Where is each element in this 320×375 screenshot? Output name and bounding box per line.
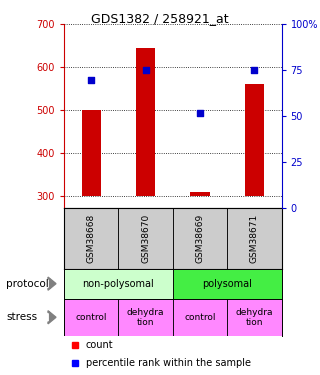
- Text: GSM38670: GSM38670: [141, 214, 150, 263]
- Text: protocol: protocol: [6, 279, 49, 289]
- Text: dehydra
tion: dehydra tion: [236, 308, 273, 327]
- Text: stress: stress: [6, 312, 37, 322]
- Bar: [64, 299, 118, 336]
- Text: GSM38668: GSM38668: [87, 214, 96, 263]
- Bar: [245, 84, 264, 196]
- Text: polysomal: polysomal: [202, 279, 252, 289]
- Text: count: count: [86, 340, 113, 350]
- Bar: [173, 209, 227, 268]
- Bar: [227, 209, 282, 268]
- Point: [89, 76, 94, 82]
- Text: dehydra
tion: dehydra tion: [127, 308, 164, 327]
- Point: [197, 110, 203, 116]
- Bar: [118, 299, 173, 336]
- Bar: [173, 268, 282, 299]
- Bar: [64, 209, 118, 268]
- Bar: [136, 48, 155, 196]
- Bar: [227, 299, 282, 336]
- Text: GSM38669: GSM38669: [196, 214, 204, 263]
- Text: control: control: [184, 313, 216, 322]
- Bar: [190, 192, 210, 196]
- Point: [143, 68, 148, 74]
- Bar: [64, 268, 173, 299]
- Point: [252, 68, 257, 74]
- Text: non-polysomal: non-polysomal: [83, 279, 154, 289]
- Text: GSM38671: GSM38671: [250, 214, 259, 263]
- Text: control: control: [76, 313, 107, 322]
- Text: GDS1382 / 258921_at: GDS1382 / 258921_at: [91, 12, 229, 25]
- Bar: [173, 299, 227, 336]
- Text: percentile rank within the sample: percentile rank within the sample: [86, 358, 251, 369]
- Bar: [82, 110, 101, 196]
- Bar: [118, 209, 173, 268]
